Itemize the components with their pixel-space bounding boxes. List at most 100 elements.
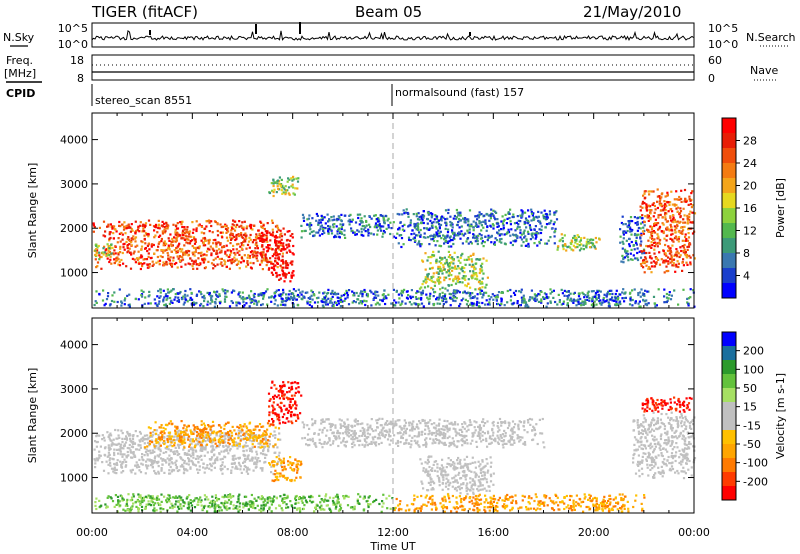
nsky-line [91, 30, 694, 42]
nave-label: Nave [750, 64, 778, 77]
colorbar-segment [722, 458, 736, 473]
colorbar-segment [722, 486, 736, 501]
y-tick-label: 1000 [60, 472, 88, 485]
colorbar-segment [722, 283, 736, 299]
y-axis-label: Slant Range [km] [26, 163, 39, 259]
colorbar-segment [722, 374, 736, 389]
nave-tick-bottom: 0 [708, 72, 715, 85]
date-title: 21/May/2010 [583, 3, 681, 21]
data-region [619, 215, 646, 264]
colorbar-segment [722, 430, 736, 445]
colorbar-frame [721, 331, 737, 501]
nave-tick-top: 60 [708, 54, 722, 67]
colorbar-tick-label: 100 [743, 363, 764, 376]
colorbar-segment [722, 360, 736, 375]
colorbar-segment [722, 332, 736, 347]
colorbar-segment [722, 416, 736, 431]
freq-tick-top: 18 [70, 54, 84, 67]
nsky-panel [91, 22, 695, 48]
nsearch-tick-top: 10^5 [708, 22, 738, 35]
colorbar-segment [722, 472, 736, 487]
colorbar-tick-label: 15 [743, 401, 757, 414]
time-axis: 00:00 04:00 08:00 12:00 16:00 20:00 00:00 [76, 526, 710, 539]
data-region [267, 380, 303, 427]
nsearch-tick-bottom: 10^0 [708, 38, 738, 51]
colorbar-label: Velocity [m s-1] [774, 373, 787, 459]
colorbar-segment [722, 193, 736, 209]
colorbar-segment [722, 118, 736, 134]
data-region [93, 243, 114, 261]
colorbar-segment [722, 178, 736, 194]
freq-panel [91, 54, 695, 81]
cpid-label: CPID [6, 87, 35, 100]
data-region [300, 212, 396, 239]
colorbar-tick-label: 8 [743, 247, 750, 260]
data-region [556, 233, 601, 252]
y-tick-label: 3000 [60, 383, 88, 396]
data-region [639, 188, 697, 274]
colorbar-tick-label: -15 [743, 419, 761, 432]
y-tick-label: 4000 [60, 339, 88, 352]
colorbar-tick-label: 16 [743, 202, 757, 215]
colorbar-tick-label: 28 [743, 135, 757, 148]
y-tick-label: 3000 [60, 178, 88, 191]
colorbar-tick-label: 4 [743, 270, 750, 283]
colorbar-segment [722, 268, 736, 284]
data-region [268, 175, 300, 198]
x-tick-label: 20:00 [578, 526, 610, 539]
nsky-label: N.Sky [3, 31, 35, 44]
x-tick-label: 00:00 [76, 526, 108, 539]
colorbar-label: Power [dB] [774, 178, 787, 238]
colorbar-segment [722, 444, 736, 459]
colorbar-segment [722, 133, 736, 149]
colorbar-segment [722, 346, 736, 361]
data-region [641, 396, 693, 413]
y-tick-label: 1000 [60, 267, 88, 280]
data-region [94, 493, 396, 513]
colorbar-segment [722, 208, 736, 224]
data-region [143, 420, 281, 449]
colorbar-segment [722, 223, 736, 239]
colorbar-tick-label: 12 [743, 225, 757, 238]
freq-tick-bottom: 8 [77, 72, 84, 85]
velocity-colorbar: 200 100 50 15 -15 -50 -100 -200 Velocity [m s-1] [721, 331, 787, 501]
colorbar-tick-label: 50 [743, 382, 757, 395]
x-tick-label: 16:00 [477, 526, 509, 539]
freq-unit: [MHz] [4, 67, 36, 80]
data-region [419, 455, 495, 496]
y-axis-label: Slant Range [km] [26, 368, 39, 464]
y-tick-label: 4000 [60, 134, 88, 147]
x-tick-label: 08:00 [277, 526, 309, 539]
colorbar-segment [722, 238, 736, 254]
freq-label: Freq. [6, 54, 33, 67]
data-region [256, 229, 295, 259]
data-region [418, 250, 489, 291]
nsky-tick-bottom: 10^0 [58, 38, 88, 51]
colorbar-segment [722, 253, 736, 269]
colorbar-segment [722, 163, 736, 179]
nsky-tick-top: 10^5 [58, 22, 88, 35]
colorbar-tick-label: 20 [743, 180, 757, 193]
nsearch-label: N.Search [746, 31, 796, 44]
x-tick-label: 04:00 [176, 526, 208, 539]
data-region [393, 493, 646, 513]
power-panel: 1000 2000 3000 4000 Slant Range [km] [26, 112, 697, 309]
colorbar-segment [722, 148, 736, 164]
x-axis-label: Time UT [369, 540, 415, 553]
colorbar-tick-label: -50 [743, 438, 761, 451]
data-region [394, 208, 559, 249]
data-region [268, 456, 303, 483]
colorbar-tick-label: 200 [743, 345, 764, 358]
data-region [301, 417, 546, 449]
y-tick-label: 2000 [60, 427, 88, 440]
colorbar-segment [722, 388, 736, 403]
nsky-trace [91, 22, 694, 42]
data-region [267, 257, 295, 283]
power-colorbar: 28 24 20 16 12 8 4 Power [dB] [721, 117, 787, 299]
colorbar-tick-label: -100 [743, 457, 768, 470]
velocity-panel: 1000 2000 3000 4000 Slant Range [km] [26, 317, 697, 514]
cpid-entry-1: normalsound (fast) 157 [395, 86, 524, 99]
data-region [632, 411, 697, 480]
station-title: TIGER (fitACF) [91, 3, 198, 21]
